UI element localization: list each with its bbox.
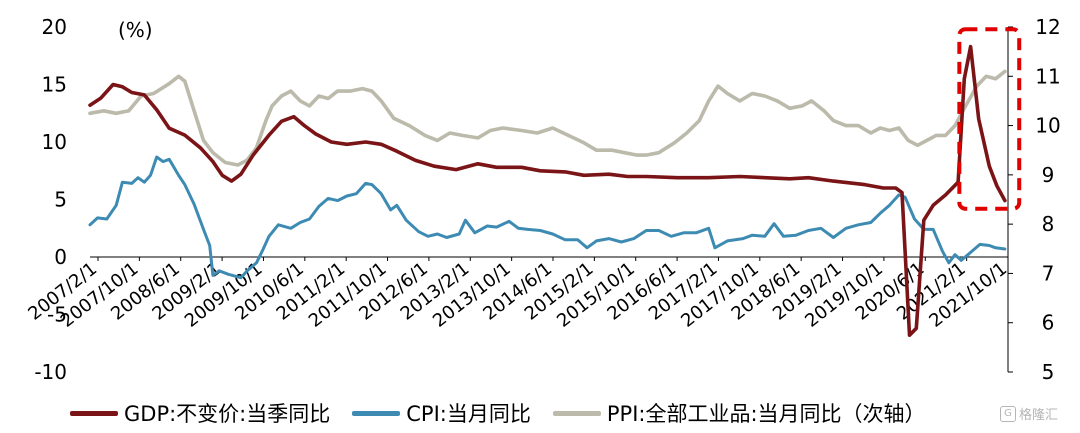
legend-swatch-cpi	[352, 410, 401, 416]
watermark: G 格隆汇	[1000, 404, 1058, 423]
right-y-tick-label: 7	[1042, 261, 1055, 285]
legend: GDP:不变价:当季同比 CPI:当月同比 PPI:全部工业品:当月同比（次轴）	[70, 398, 948, 428]
legend-item-ppi: PPI:全部工业品:当月同比（次轴）	[552, 398, 926, 428]
gdp-line	[88, 44, 1007, 337]
right-y-tick-label: 9	[1042, 163, 1055, 187]
right-y-tick-label: 12	[1035, 15, 1060, 39]
legend-swatch-ppi	[552, 410, 601, 416]
legend-item-cpi: CPI:当月同比	[352, 398, 531, 428]
left-y-tick-label: 0	[54, 245, 67, 269]
left-y-tick-label: -5	[47, 303, 67, 327]
highlight-dashed-rect	[957, 27, 1022, 211]
left-y-tick-label: 20	[42, 15, 67, 39]
legend-label-ppi: PPI:全部工业品:当月同比（次轴）	[606, 402, 926, 426]
unit-label: (%)	[118, 18, 153, 42]
highlight-box	[957, 27, 1022, 211]
legend-label-gdp: GDP:不变价:当季同比	[124, 402, 331, 426]
watermark-label: 格隆汇	[1019, 408, 1059, 423]
watermark-logo-icon: G	[1000, 405, 1016, 422]
right-y-tick-label: 8	[1042, 212, 1055, 236]
line-chart: 20 15 10 5 0 -5 -10 12 11 10 9 8 7 6 5 2007/2/12007/1…	[24, 15, 1061, 384]
ppi-line	[88, 69, 1007, 167]
left-y-tick-label: 15	[42, 73, 67, 97]
left-y-tick-label: 10	[42, 130, 67, 154]
left-y-tick-label: -10	[34, 360, 67, 384]
right-y-tick-label: 10	[1035, 114, 1060, 138]
right-y-tick-label: 6	[1042, 311, 1055, 335]
x-axis: 2007/2/12007/10/12008/6/12009/2/12009/10…	[24, 256, 1011, 332]
series-lines	[88, 44, 1007, 337]
left-y-tick-label: 5	[54, 188, 67, 212]
legend-item-gdp: GDP:不变价:当季同比	[70, 398, 330, 428]
legend-label-cpi: CPI:当月同比	[406, 402, 531, 426]
right-y-tick-label: 5	[1042, 360, 1055, 384]
cpi-line	[88, 155, 1007, 280]
legend-swatch-gdp	[70, 410, 118, 416]
right-y-axis: 12 11 10 9 8 7 6 5	[1007, 15, 1061, 384]
left-y-axis: 20 15 10 5 0 -5 -10	[34, 15, 67, 384]
right-y-tick-label: 11	[1035, 64, 1060, 88]
